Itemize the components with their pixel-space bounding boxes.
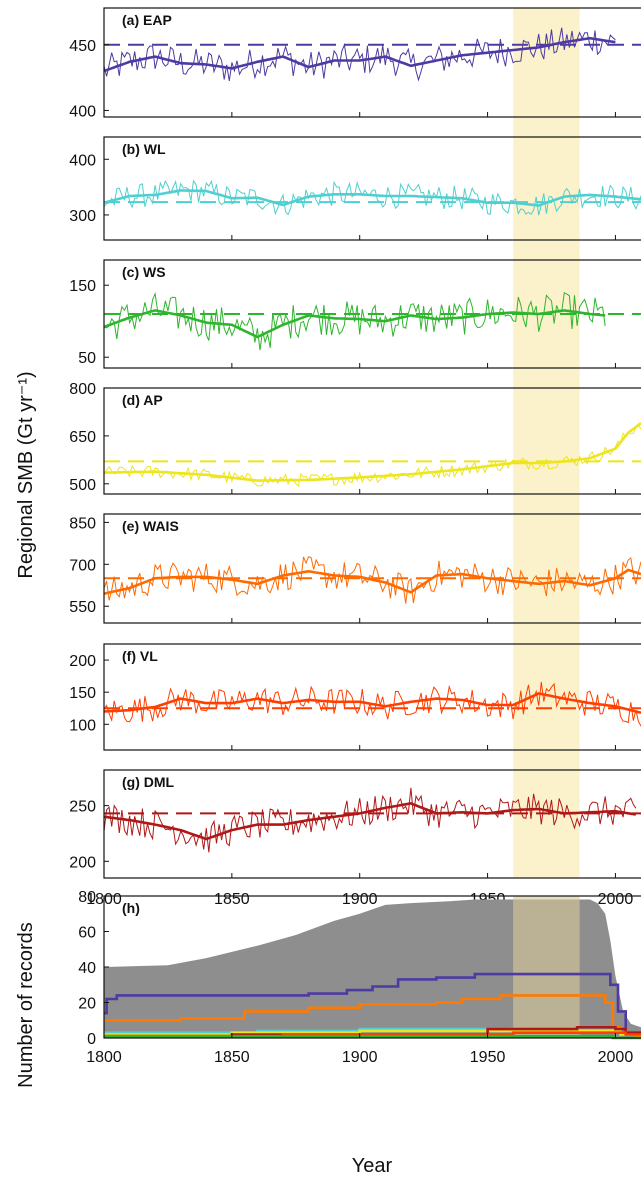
- panels-layer: 400 450 (a) EAP 300 400 (b) WL 50 150 (c) WS 500 6…: [69, 7, 641, 908]
- y-axis-label-records: Number of records: [15, 922, 37, 1088]
- y-tick-label: 250: [69, 799, 96, 816]
- annual-series-line: [104, 787, 637, 853]
- annual-series-line: [104, 681, 641, 727]
- smoothed-series-line: [104, 422, 641, 482]
- x-tick-label-lower: 1850: [214, 1049, 250, 1066]
- highlight-layer: [513, 8, 580, 878]
- panel-frame: [103, 259, 641, 369]
- records-panel-label: (h): [122, 900, 140, 916]
- panel-frame: [103, 136, 641, 241]
- records-series-line: [104, 1029, 641, 1036]
- y-tick-label: 400: [69, 103, 96, 120]
- y-tick-label: 550: [69, 599, 96, 616]
- y-tick-label: 50: [78, 350, 96, 367]
- y-tick-label: 200: [69, 653, 96, 670]
- records-series-line: [104, 972, 641, 1038]
- highlight-band-records: [513, 896, 580, 1038]
- y-tick-label: 500: [69, 477, 96, 494]
- panel-4: 500 650 800 (d) AP: [69, 381, 641, 495]
- smoothed-series-line: [104, 309, 606, 339]
- annual-series-line: [104, 291, 606, 351]
- records-y-tick-label: 0: [87, 1031, 96, 1048]
- panel-label: (b) WL: [122, 141, 166, 157]
- panel-frame: [103, 7, 641, 118]
- x-tick-label-lower: 1950: [470, 1049, 506, 1066]
- y-tick-label: 850: [69, 515, 96, 532]
- y-tick-label: 450: [69, 38, 96, 55]
- y-tick-label: 800: [69, 381, 96, 398]
- panel-frame: [103, 513, 641, 624]
- panel-1: 400 450 (a) EAP: [69, 7, 641, 120]
- panel-2: 300 400 (b) WL: [69, 136, 641, 241]
- highlight-band-smb: [513, 8, 580, 878]
- panel-label: (c) WS: [122, 264, 166, 280]
- records-y-tick-label: 20: [78, 996, 96, 1013]
- smoothed-series-line: [104, 568, 641, 595]
- x-tick-label-lower: 2000: [598, 1049, 634, 1066]
- panel-label: (g) DML: [122, 774, 175, 790]
- panel-label: (d) AP: [122, 392, 163, 408]
- x-tick-label-lower: 1900: [342, 1049, 378, 1066]
- records-y-tick-label: 60: [78, 925, 96, 942]
- smoothed-series-line: [104, 189, 641, 207]
- records-series-line: [104, 994, 641, 1038]
- x-tick-label-upper: 1900: [342, 891, 378, 908]
- y-tick-label: 650: [69, 429, 96, 446]
- panel-frame: [103, 387, 641, 495]
- x-tick-label-upper: 1850: [214, 891, 250, 908]
- records-y-tick-label: 80: [78, 889, 96, 906]
- panel-5: 550 700 850 (e) WAIS: [69, 513, 641, 624]
- y-tick-label: 400: [69, 152, 96, 169]
- y-tick-label: 150: [69, 278, 96, 295]
- annual-series-line: [104, 556, 641, 604]
- smoothed-series-line: [104, 802, 637, 841]
- x-axis-label-year: Year: [352, 1155, 393, 1177]
- panel-label: (f) VL: [122, 648, 158, 664]
- y-tick-label: 100: [69, 717, 96, 734]
- panel-7: 200 250 (g) DML: [69, 769, 641, 879]
- y-axis-label-smb: Regional SMB (Gt yr⁻¹): [15, 371, 37, 578]
- records-panel: 0 20 40 60 80 1800 1850 1900 1950 2000 (h): [78, 889, 641, 1066]
- x-tick-label-lower: 1800: [86, 1049, 122, 1066]
- panel-label: (a) EAP: [122, 12, 172, 28]
- y-tick-label: 200: [69, 854, 96, 871]
- smoothed-series-line: [104, 36, 616, 73]
- panel-3: 50 150 (c) WS: [69, 259, 641, 369]
- y-tick-label: 700: [69, 557, 96, 574]
- panel-label: (e) WAIS: [122, 518, 179, 534]
- x-tick-label-upper: 2000: [598, 891, 634, 908]
- panel-frame: [103, 769, 641, 879]
- total-records-area: [104, 899, 641, 1038]
- records-series-line: [104, 1034, 641, 1040]
- panel-frame: [103, 643, 641, 751]
- y-tick-label: 300: [69, 208, 96, 225]
- smoothed-series-line: [104, 692, 641, 714]
- records-y-tick-label: 40: [78, 960, 96, 977]
- panel-6: 100 150 200 (f) VL: [69, 643, 641, 751]
- annual-series-line: [104, 179, 641, 216]
- y-tick-label: 150: [69, 685, 96, 702]
